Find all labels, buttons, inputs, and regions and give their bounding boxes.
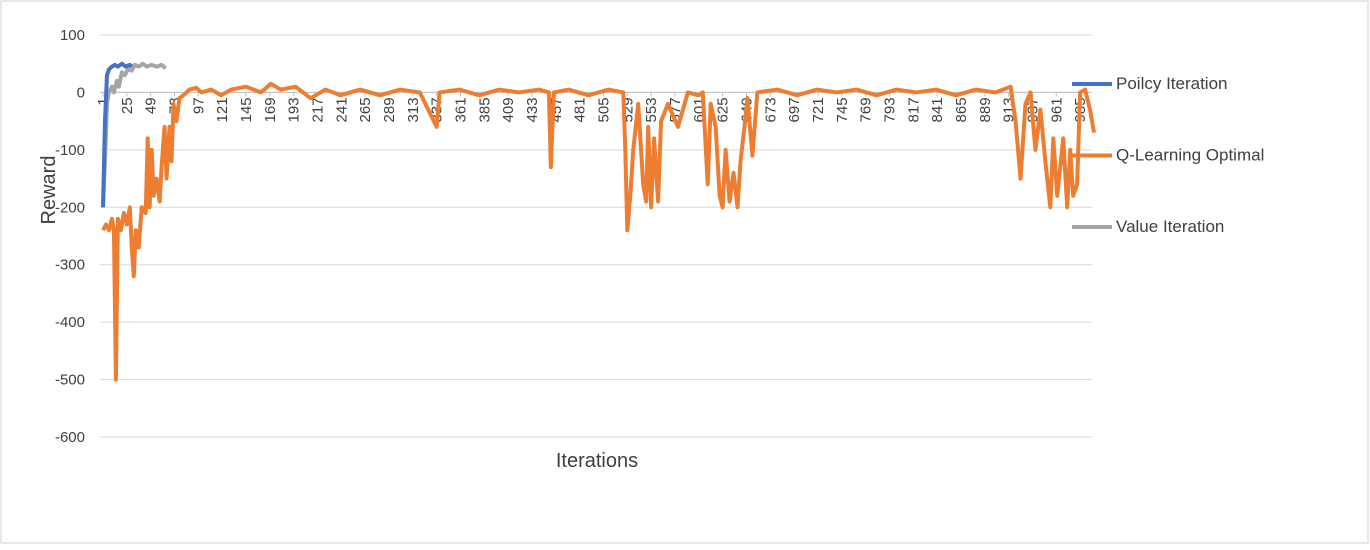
x-tick-label: 169 [262, 97, 279, 122]
x-tick-label: 505 [595, 97, 612, 122]
x-tick-label: 889 [977, 97, 994, 122]
x-tick-label: 817 [905, 97, 922, 122]
x-tick-label: 961 [1048, 97, 1065, 122]
y-tick-label: -100 [55, 142, 85, 159]
x-axis-title: Iterations [556, 450, 638, 472]
x-tick-label: 481 [572, 97, 589, 122]
x-tick-label: 745 [834, 97, 851, 122]
y-tick-label: -200 [55, 199, 85, 216]
y-axis-title: Reward [38, 156, 60, 225]
x-tick-label: 697 [786, 97, 803, 122]
x-tick-label: 265 [357, 97, 374, 122]
y-tick-label: -500 [55, 372, 85, 389]
x-tick-label: 241 [333, 97, 350, 122]
x-tick-label: 409 [500, 97, 517, 122]
x-tick-label: 769 [858, 97, 875, 122]
y-tick-label: 100 [60, 27, 85, 44]
y-tick-label: -400 [55, 314, 85, 331]
x-tick-label: 289 [381, 97, 398, 122]
legend-label: Poilcy Iteration [1116, 74, 1228, 93]
x-tick-label: 121 [214, 97, 231, 122]
x-tick-label: 49 [143, 97, 160, 114]
x-tick-label: 97 [190, 97, 207, 114]
x-tick-label: 385 [476, 97, 493, 122]
x-tick-label: 553 [643, 97, 660, 122]
x-tick-label: 217 [309, 97, 326, 122]
y-tick-label: -600 [55, 429, 85, 446]
x-tick-label: 841 [929, 97, 946, 122]
x-tick-label: 145 [238, 97, 255, 122]
legend-label: Value Iteration [1116, 217, 1224, 236]
x-tick-label: 721 [810, 97, 827, 122]
x-tick-label: 1 [95, 97, 112, 105]
y-tick-label: 0 [77, 84, 85, 101]
x-tick-label: 193 [286, 97, 303, 122]
x-tick-label: 673 [762, 97, 779, 122]
x-tick-label: 361 [452, 97, 469, 122]
x-tick-label: 25 [119, 97, 136, 114]
x-tick-label: 865 [953, 97, 970, 122]
x-tick-label: 433 [524, 97, 541, 122]
x-tick-label: 793 [881, 97, 898, 122]
series-line [101, 61, 167, 208]
series-line [101, 61, 134, 208]
x-tick-label: 313 [405, 97, 422, 122]
series-line [101, 81, 1096, 382]
y-tick-label: -300 [55, 257, 85, 274]
legend-label: Q-Learning Optimal [1116, 146, 1264, 165]
x-tick-label: 625 [715, 97, 732, 122]
